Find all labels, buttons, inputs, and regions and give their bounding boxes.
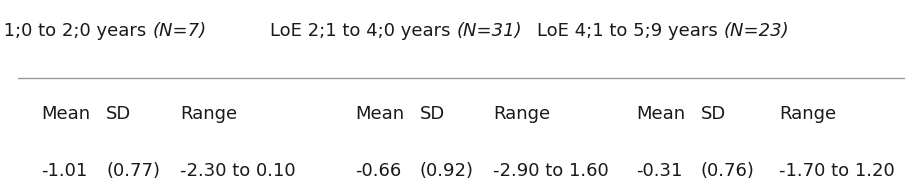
Text: SD: SD bbox=[701, 105, 726, 123]
Text: Mean: Mean bbox=[355, 105, 404, 123]
Text: LoE 4;1 to 5;9 years: LoE 4;1 to 5;9 years bbox=[538, 22, 724, 40]
Text: -1.70 to 1.20: -1.70 to 1.20 bbox=[779, 162, 895, 180]
Text: SD: SD bbox=[420, 105, 444, 123]
Text: Range: Range bbox=[779, 105, 836, 123]
Text: -0.66: -0.66 bbox=[355, 162, 401, 180]
Text: SD: SD bbox=[106, 105, 131, 123]
Text: Mean: Mean bbox=[636, 105, 685, 123]
Text: (N=31): (N=31) bbox=[456, 22, 522, 40]
Text: -2.30 to 0.10: -2.30 to 0.10 bbox=[180, 162, 295, 180]
Text: -1.01: -1.01 bbox=[41, 162, 88, 180]
Text: Range: Range bbox=[493, 105, 550, 123]
Text: (0.77): (0.77) bbox=[106, 162, 160, 180]
Text: (0.76): (0.76) bbox=[701, 162, 754, 180]
Text: LoE 1;0 to 2;0 years: LoE 1;0 to 2;0 years bbox=[0, 22, 152, 40]
Text: Mean: Mean bbox=[41, 105, 90, 123]
Text: LoE 2;1 to 4;0 years: LoE 2;1 to 4;0 years bbox=[270, 22, 456, 40]
Text: Range: Range bbox=[180, 105, 237, 123]
Text: -2.90 to 1.60: -2.90 to 1.60 bbox=[493, 162, 609, 180]
Text: (N=7): (N=7) bbox=[152, 22, 207, 40]
Text: (0.92): (0.92) bbox=[420, 162, 474, 180]
Text: (N=23): (N=23) bbox=[724, 22, 789, 40]
Text: -0.31: -0.31 bbox=[636, 162, 682, 180]
